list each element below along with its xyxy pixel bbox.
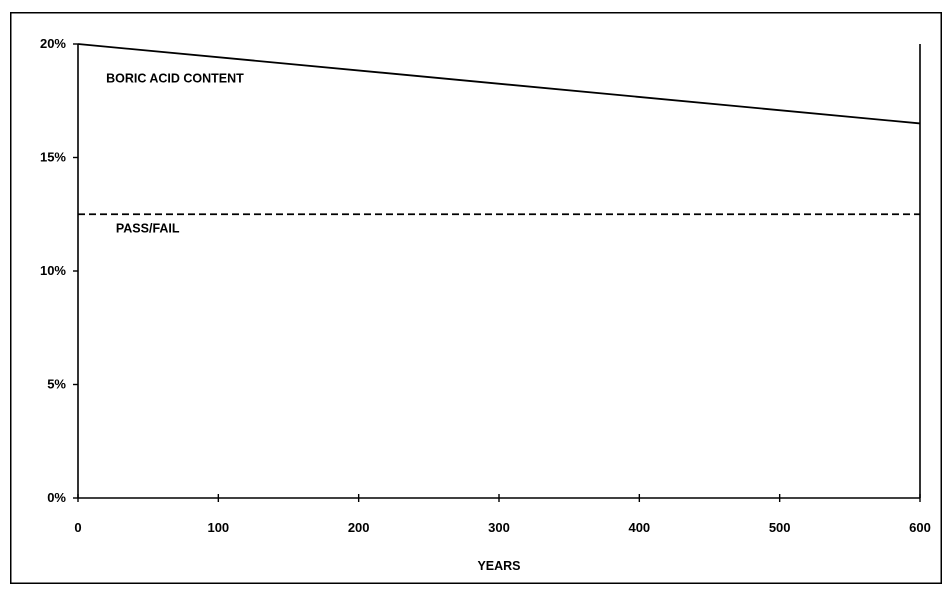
pass-fail-label: PASS/FAIL xyxy=(116,221,180,235)
y-tick-label: 20% xyxy=(40,36,66,51)
x-tick-label: 600 xyxy=(909,520,931,535)
boric-acid-content-label: BORIC ACID CONTENT xyxy=(106,72,244,86)
x-axis-title: YEARS xyxy=(477,559,520,573)
boric-acid-chart: 0% 5% 10% 15% 20% 0 100 200 300 400 500 600 BORIC A… xyxy=(10,12,942,584)
ticks: 0% 5% 10% 15% 20% 0 100 200 300 400 500 600 xyxy=(40,36,931,535)
boric-acid-content-line xyxy=(77,43,921,125)
y-tick-label: 5% xyxy=(47,377,66,392)
chart-frame: 0% 5% 10% 15% 20% 0 100 200 300 400 500 600 BORIC A… xyxy=(10,12,942,584)
y-tick-label: 15% xyxy=(40,150,66,165)
y-tick-label: 10% xyxy=(40,263,66,278)
x-tick-label: 300 xyxy=(488,520,510,535)
x-tick-label: 0 xyxy=(74,520,81,535)
chart-border xyxy=(10,12,942,584)
x-tick-label: 200 xyxy=(348,520,370,535)
labels: BORIC ACID CONTENT PASS/FAIL YEARS xyxy=(106,72,520,573)
y-tick-label: 0% xyxy=(47,490,66,505)
x-tick-label: 100 xyxy=(207,520,229,535)
x-tick-label: 500 xyxy=(769,520,791,535)
series xyxy=(77,43,921,216)
x-tick-label: 400 xyxy=(628,520,650,535)
